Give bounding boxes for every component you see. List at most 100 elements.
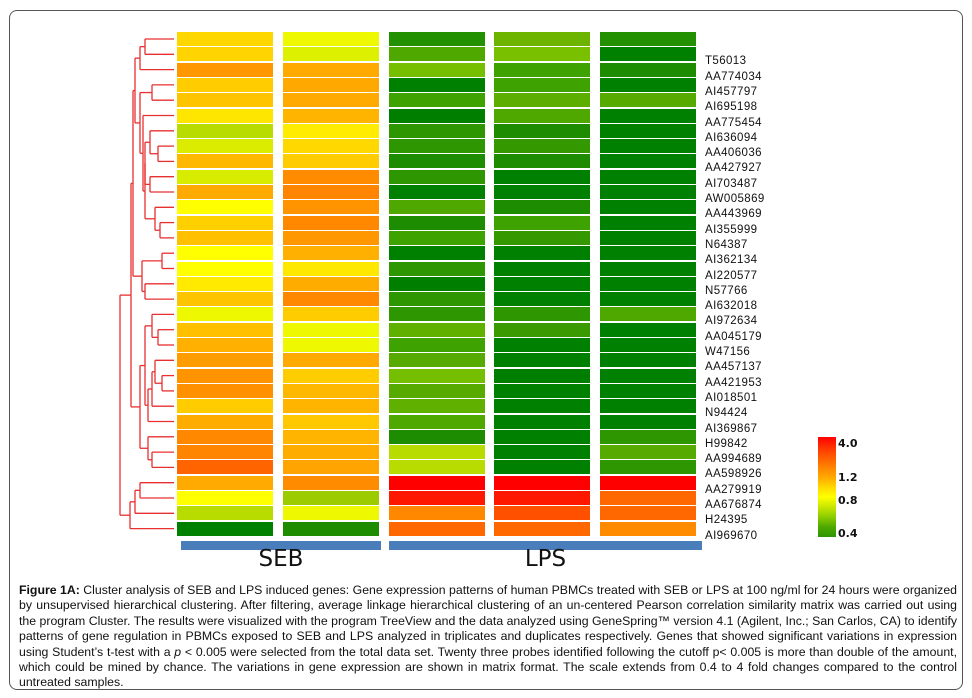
heatmap-cell	[389, 307, 485, 322]
row-label: AA279919	[705, 483, 762, 496]
heatmap-cell	[177, 185, 273, 199]
heatmap-cell	[494, 62, 590, 77]
heatmap-cell	[283, 399, 379, 414]
heatmap-cell	[283, 215, 379, 230]
heatmap-cell	[283, 123, 379, 138]
heatmap-cell	[600, 338, 696, 352]
row-label: AI355999	[705, 223, 758, 236]
row-label: AI636094	[705, 131, 758, 144]
heatmap-cell	[283, 47, 379, 62]
heatmap-cell	[177, 521, 273, 536]
heatmap-cell	[600, 77, 696, 92]
heatmap-cell	[177, 353, 273, 368]
heatmap-cell	[600, 230, 696, 245]
heatmap-cell	[600, 429, 696, 444]
heatmap-cell	[494, 460, 590, 475]
heatmap-cell	[177, 169, 273, 184]
heatmap-cell	[389, 47, 485, 62]
heatmap-cell	[177, 506, 273, 521]
heatmap-cell	[283, 491, 379, 505]
row-label: AI703487	[705, 177, 758, 190]
heatmap-cell	[600, 62, 696, 77]
heatmap-cell	[389, 123, 485, 138]
heatmap-cell	[177, 368, 273, 383]
row-label: AA421953	[705, 376, 762, 389]
heatmap-cell	[283, 338, 379, 352]
row-label: W47156	[705, 346, 751, 358]
heatmap-cell	[600, 154, 696, 169]
heatmap-cell	[389, 506, 485, 521]
heatmap-cell	[177, 338, 273, 352]
heatmap-cell	[600, 506, 696, 521]
heatmap-cell	[283, 383, 379, 398]
heatmap-cell	[283, 429, 379, 444]
heatmap-cell	[494, 383, 590, 398]
heatmap-cell	[177, 77, 273, 92]
row-label: AI018501	[705, 391, 758, 404]
heatmap-cell	[389, 93, 485, 108]
heatmap-cell	[389, 322, 485, 337]
row-label: AI457797	[705, 85, 758, 98]
heatmap-cell	[494, 445, 590, 460]
heatmap-cell	[283, 414, 379, 429]
heatmap-cell	[494, 368, 590, 383]
heatmap-cell	[494, 521, 590, 536]
heatmap-cell	[177, 491, 273, 505]
heatmap-cell	[600, 32, 696, 46]
heatmap-cell	[177, 460, 273, 475]
heatmap-cell	[494, 200, 590, 215]
heatmap-cell	[494, 292, 590, 307]
heatmap-cell	[600, 491, 696, 505]
heatmap-cell	[600, 139, 696, 154]
heatmap-cell	[283, 445, 379, 460]
row-label: AI632018	[705, 300, 758, 313]
heatmap-cell	[600, 123, 696, 138]
heatmap-cell	[389, 383, 485, 398]
heatmap-cell	[389, 292, 485, 307]
group-label-seb: SEB	[258, 546, 304, 572]
heatmap-cell	[600, 414, 696, 429]
heatmap-cell	[283, 353, 379, 368]
heatmap-cell	[389, 353, 485, 368]
heatmap-cell	[600, 353, 696, 368]
heatmap-cell	[494, 322, 590, 337]
heatmap-cell	[283, 93, 379, 108]
heatmap-cell	[494, 491, 590, 505]
figure-caption: Figure 1A: Cluster analysis of SEB and L…	[19, 583, 957, 691]
heatmap-cell	[494, 32, 590, 46]
heatmap-cell	[177, 429, 273, 444]
heatmap-cell	[389, 261, 485, 276]
heatmap-cell	[494, 215, 590, 230]
heatmap-cell	[283, 261, 379, 276]
heatmap-cell	[177, 215, 273, 230]
heatmap-cell	[389, 445, 485, 460]
heatmap-cell	[389, 230, 485, 245]
heatmap-cell	[600, 521, 696, 536]
heatmap-cell	[600, 475, 696, 490]
heatmap-cell	[494, 169, 590, 184]
heatmap-cell	[389, 521, 485, 536]
heatmap-cell	[283, 521, 379, 536]
heatmap-cell	[494, 47, 590, 62]
heatmap-cell	[283, 77, 379, 92]
heatmap-cell	[389, 32, 485, 46]
row-label: AA457137	[705, 361, 762, 374]
heatmap-cell	[177, 276, 273, 291]
row-label: T56013	[705, 55, 747, 68]
row-label: AA427927	[705, 162, 762, 175]
heatmap-cell	[389, 169, 485, 184]
heatmap-cell	[283, 230, 379, 245]
row-label: N94424	[705, 407, 748, 420]
heatmap-cell	[494, 414, 590, 429]
heatmap-cell	[389, 185, 485, 199]
heatmap-cell	[600, 185, 696, 199]
heatmap-cell	[177, 139, 273, 154]
heatmap-cell	[494, 399, 590, 414]
scale-tick-min: 0.4	[838, 527, 858, 540]
heatmap-cell	[494, 93, 590, 108]
heatmap-cell	[283, 108, 379, 123]
scale-tick-high: 1.2	[838, 471, 858, 484]
row-label: AI220577	[705, 269, 758, 282]
heatmap-cell	[494, 307, 590, 322]
row-label: AW005869	[705, 193, 765, 205]
